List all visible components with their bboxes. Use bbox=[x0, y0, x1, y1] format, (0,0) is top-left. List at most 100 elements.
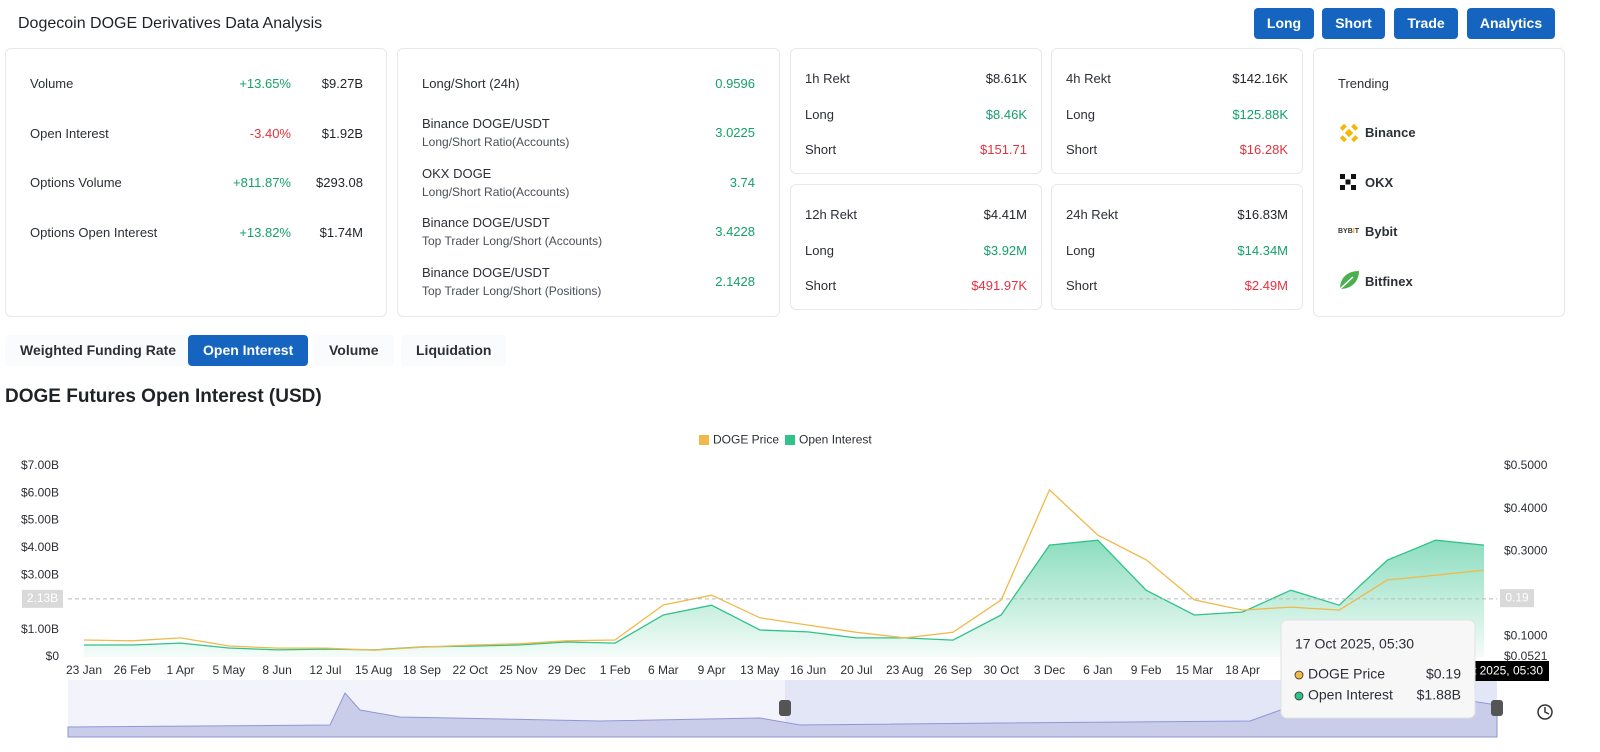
section-title: DOGE Futures Open Interest (USD) bbox=[5, 386, 322, 407]
rekt-label: Long bbox=[805, 242, 834, 258]
tooltip-value: $1.88B bbox=[1417, 687, 1461, 703]
x-tick-label: 23 Aug bbox=[886, 663, 923, 677]
tooltip-dot bbox=[1294, 670, 1304, 680]
ratio-sublabel: Top Trader Long/Short (Positions) bbox=[422, 283, 602, 298]
exchange-name[interactable]: OKX bbox=[1365, 174, 1394, 190]
header-button[interactable]: Analytics bbox=[1467, 8, 1555, 39]
tooltip-title: 17 Oct 2025, 05:30 bbox=[1295, 636, 1414, 652]
line bbox=[83, 488, 1485, 651]
legend-label: DOGE Price bbox=[713, 433, 779, 447]
market-stats-card: Volume +13.65% $9.27B Open Interest -3.40% $1… bbox=[5, 48, 387, 317]
legend-swatch bbox=[785, 435, 795, 445]
navigator-handle[interactable] bbox=[1491, 700, 1503, 716]
tooltip-name: Open Interest bbox=[1308, 687, 1393, 703]
stat-label: Volume bbox=[30, 76, 74, 91]
x-tick-label: 9 Feb bbox=[1131, 663, 1162, 677]
rekt-card: 4h Rekt $142.16K Long $125.88K Short $16.28K bbox=[1051, 48, 1303, 174]
x-tick-label: 3 Dec bbox=[1034, 663, 1065, 677]
stat-label: Options Open Interest bbox=[30, 224, 158, 240]
header-button[interactable]: Trade bbox=[1394, 8, 1458, 39]
x-tick-label: 8 Jun bbox=[262, 663, 291, 677]
ratio-label: Binance DOGE/USDT bbox=[422, 215, 550, 230]
exchange-name[interactable]: Bybit bbox=[1365, 224, 1398, 239]
ratio-label: Binance DOGE/USDT bbox=[422, 264, 550, 280]
tooltip-value: $0.19 bbox=[1426, 666, 1461, 682]
y-tick-label: $7.00B bbox=[21, 458, 59, 472]
rekt-value: $3.92M bbox=[983, 242, 1027, 258]
rekt-card: 1h Rekt $8.61K Long $8.46K Short $151.71 bbox=[790, 48, 1042, 174]
rekt-label: 12h Rekt bbox=[805, 207, 858, 222]
tab[interactable]: Liquidation bbox=[401, 335, 507, 366]
binance-icon bbox=[1339, 123, 1359, 143]
rekt-label: Short bbox=[1066, 278, 1098, 293]
y-tick-label: $3.00B bbox=[21, 567, 59, 581]
rekt-label: Short bbox=[805, 142, 837, 157]
ratio-label: Binance DOGE/USDT bbox=[422, 116, 550, 131]
x-tick-label: 18 Apr bbox=[1225, 663, 1260, 677]
rekt-label: Long bbox=[1066, 106, 1095, 122]
stat-label: Open Interest bbox=[30, 125, 109, 141]
reset-icon[interactable] bbox=[1537, 704, 1553, 720]
rekt-label: 24h Rekt bbox=[1066, 207, 1119, 222]
x-tick-label: 15 Mar bbox=[1176, 663, 1213, 677]
tooltip-name: DOGE Price bbox=[1308, 666, 1385, 682]
x-tick-label: 20 Jul bbox=[840, 663, 872, 677]
legend-label: Open Interest bbox=[799, 433, 872, 447]
header-button[interactable]: Long bbox=[1254, 8, 1314, 39]
ratio-label: Long/Short (24h) bbox=[422, 76, 520, 91]
rekt-label: Long bbox=[805, 106, 834, 122]
y2-tick-label: $0.3000 bbox=[1504, 543, 1548, 557]
y2-tick-label: $0.4000 bbox=[1504, 501, 1548, 515]
stat-change: +811.87% bbox=[233, 175, 291, 190]
ratios-card: Long/Short (24h) 0.9596 Binance DOGE/USDT L… bbox=[397, 48, 780, 317]
open-interest-chart: $0 $1.00B $3.00B $4.00B $5.00B $6.00B $7.00B $0… bbox=[21, 433, 1553, 738]
rekt-value: $142.16K bbox=[1232, 71, 1288, 86]
tooltip-box bbox=[1280, 619, 1476, 719]
tab[interactable]: Open Interest bbox=[188, 335, 309, 366]
x-tick-label: 22 Oct bbox=[453, 663, 489, 677]
page-title: Dogecoin DOGE Derivatives Data Analysis bbox=[18, 15, 323, 32]
tooltip-dot bbox=[1294, 691, 1304, 701]
trending-title: Trending bbox=[1338, 76, 1389, 91]
x-tick-label: 5 May bbox=[212, 663, 245, 677]
okx-icon bbox=[1340, 174, 1356, 190]
y2-tick-label: $0.5000 bbox=[1504, 458, 1548, 472]
stat-label: Options Volume bbox=[30, 175, 122, 190]
legend-swatch bbox=[699, 435, 709, 445]
y2-tick-label: $0.0521 bbox=[1504, 649, 1548, 663]
navigator-handle[interactable] bbox=[779, 700, 791, 716]
x-tick-label: 6 Jan bbox=[1083, 663, 1112, 677]
rekt-value: $125.88K bbox=[1232, 106, 1288, 122]
tab[interactable]: Weighted Funding Rate bbox=[5, 335, 192, 366]
rekt-label: Short bbox=[1066, 142, 1098, 157]
ratio-value: 2.1428 bbox=[715, 273, 755, 289]
ratio-value: 0.9596 bbox=[715, 76, 755, 91]
x-tick-label: 13 May bbox=[740, 663, 779, 677]
stat-value: $293.08 bbox=[316, 175, 363, 190]
y-tick-label: $5.00B bbox=[21, 513, 59, 527]
rekt-value: $151.71 bbox=[980, 142, 1027, 157]
x-tick-label: 23 Jan bbox=[66, 663, 102, 677]
tab[interactable]: Volume bbox=[314, 335, 394, 366]
y2-tick-label: $0.1000 bbox=[1504, 629, 1548, 643]
rekt-label: Short bbox=[805, 278, 837, 293]
y-tick-label: $4.00B bbox=[21, 540, 59, 554]
exchange-name[interactable]: Bitfinex bbox=[1365, 273, 1413, 289]
x-tick-label: 1 Apr bbox=[167, 663, 195, 677]
ratio-value: 3.0225 bbox=[715, 125, 755, 140]
navigator-area bbox=[67, 689, 1498, 738]
exchange-name[interactable]: Binance bbox=[1365, 125, 1416, 140]
rekt-value: $491.97K bbox=[971, 278, 1027, 293]
x-tick-label: 6 Mar bbox=[648, 663, 679, 677]
bybit-icon: BYBIT bbox=[1338, 228, 1360, 235]
header-button[interactable]: Short bbox=[1322, 8, 1385, 39]
rekt-value: $2.49M bbox=[1244, 278, 1288, 293]
x-tick-label: 29 Dec bbox=[548, 663, 586, 677]
ratio-value: 3.74 bbox=[729, 174, 755, 190]
y-tick-label: $6.00B bbox=[21, 485, 59, 499]
crosshair-label-box bbox=[22, 589, 63, 608]
line bbox=[84, 539, 1485, 651]
y-tick-label: $0 bbox=[46, 649, 60, 663]
ratio-sublabel: Long/Short Ratio(Accounts) bbox=[422, 184, 570, 199]
